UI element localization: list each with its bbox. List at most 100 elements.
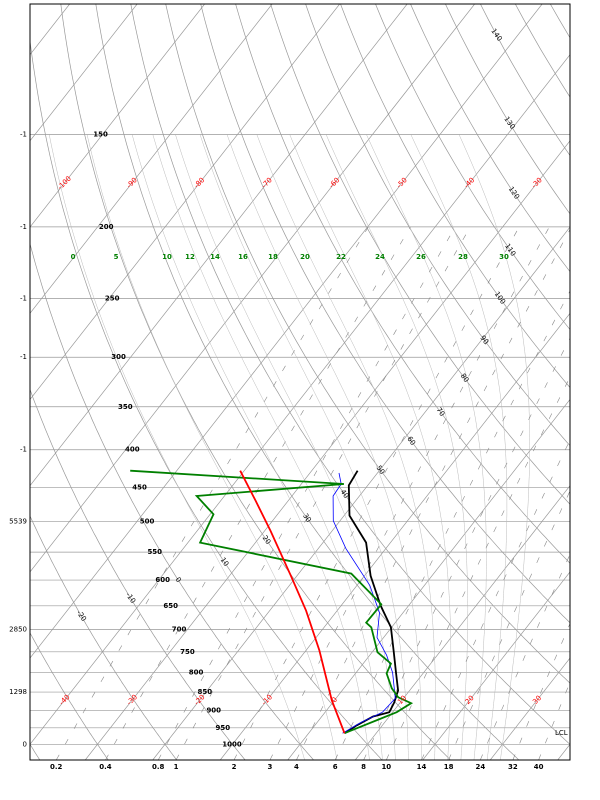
height-label: 5539	[9, 517, 27, 525]
pressure-label: 150	[93, 130, 108, 138]
height-label: 1298	[9, 688, 27, 696]
moist-adiabat	[86, 134, 338, 760]
height-label: -1	[20, 295, 27, 303]
isotherm	[30, 4, 408, 487]
dry-adiabat	[549, 4, 570, 39]
mixing-ratio-line	[386, 376, 570, 760]
mixing-ratio-line	[421, 439, 570, 760]
dry-adiabat	[60, 4, 451, 760]
dry-adiabat	[30, 388, 246, 760]
isotherm	[30, 4, 70, 56]
profile-line	[332, 472, 396, 734]
mixing-ratio-line	[157, 226, 456, 760]
mixing-ratio-line	[105, 226, 411, 760]
dry-adiabat-label: 10	[219, 556, 231, 568]
moist-adiabat-label: 14	[210, 253, 220, 261]
mixing-ratio-label: 0.4	[99, 763, 112, 771]
moist-adiabat-label: 5	[114, 253, 119, 261]
mixing-ratio-label: 0.2	[50, 763, 63, 771]
isotherm-label: 10	[396, 694, 408, 706]
moist-adiabat-label: 18	[268, 253, 278, 261]
pressure-label: 650	[163, 602, 178, 610]
mixing-ratio-line	[363, 337, 570, 760]
moist-adiabat-label: 10	[162, 253, 172, 261]
moist-adiabat-label: 24	[375, 253, 385, 261]
isotherm-label: -40	[58, 693, 72, 707]
isotherm	[354, 485, 570, 760]
mixing-ratio-label: 8	[361, 763, 366, 771]
moist-adiabat	[325, 134, 469, 760]
dry-adiabat-label: 0	[174, 576, 183, 584]
labels: 1502002503003504004505005506006507007508…	[9, 27, 568, 771]
pressure-label: 300	[111, 353, 126, 361]
pressure-label: 800	[189, 669, 204, 677]
isotherm	[557, 743, 570, 760]
pressure-label: 750	[180, 648, 195, 656]
isotherm	[30, 4, 543, 659]
dry-adiabat	[305, 4, 570, 447]
plot-frame	[29, 3, 571, 761]
dry-adiabat	[165, 4, 570, 684]
profile-line	[344, 470, 400, 734]
isotherm	[30, 4, 340, 401]
moist-adiabat-label: 20	[300, 253, 310, 261]
pressure-label: 600	[155, 576, 170, 584]
dry-adiabat	[200, 4, 570, 624]
pressure-label: 850	[198, 688, 213, 696]
isotherm-label: -60	[328, 176, 342, 190]
pressure-label: 350	[118, 403, 133, 411]
dry-adiabat-label: -20	[75, 609, 88, 623]
moist-adiabat	[366, 134, 487, 760]
isotherm	[0, 4, 2, 760]
moist-adiabat	[410, 134, 508, 760]
dry-adiabat-label: 30	[301, 512, 313, 524]
moist-adiabat-label: 30	[499, 253, 509, 261]
height-label: -1	[20, 353, 27, 361]
dry-adiabat	[130, 4, 570, 745]
dry-adiabat-label: 90	[478, 334, 490, 346]
mixing-ratio-line	[55, 226, 369, 760]
dry-adiabat-label: -10	[124, 591, 137, 605]
moist-adiabat	[226, 134, 422, 760]
mixing-ratio-line	[233, 226, 520, 760]
height-label: 2850	[9, 626, 27, 634]
mixing-ratio-label: 1	[174, 763, 179, 771]
mixing-ratio-label: 6	[333, 763, 338, 771]
dry-adiabat	[30, 242, 315, 760]
isotherm-label: -10	[260, 693, 274, 707]
mixing-ratio-line	[480, 553, 570, 760]
mixing-ratio-line	[538, 681, 570, 760]
height-label: -1	[20, 130, 27, 138]
dry-adiabat	[340, 4, 570, 389]
moist-adiabat	[458, 134, 530, 760]
mixing-ratio-label: 10	[381, 763, 391, 771]
isotherm	[30, 4, 138, 142]
mixing-ratio-label: 24	[475, 763, 485, 771]
isotherm-label: 30	[531, 694, 543, 706]
isotherm-label: 20	[464, 694, 476, 706]
isotherm	[30, 4, 475, 573]
mixing-ratio-label: 18	[444, 763, 454, 771]
dry-adiabat-label: 80	[459, 372, 471, 384]
isotherm-label: -80	[193, 176, 207, 190]
mixing-ratio-label: 14	[417, 763, 427, 771]
moist-adiabat	[48, 134, 305, 760]
dry-adiabat	[95, 4, 520, 760]
mixing-ratio-line	[512, 622, 570, 760]
moist-adiabat-label: 22	[336, 253, 346, 261]
moist-adiabat	[289, 134, 452, 760]
dry-adiabat	[576, 0, 600, 775]
dry-adiabat-label: 120	[507, 185, 521, 201]
moist-adiabat	[175, 134, 396, 760]
moist-adiabat	[199, 134, 409, 760]
isotherm-label: -40	[463, 176, 477, 190]
pressure-label: 1000	[222, 740, 242, 748]
isotherm	[287, 398, 570, 760]
isotherm-label: -30	[530, 176, 544, 190]
mixing-ratio-label: 3	[268, 763, 273, 771]
isotherm-label: -50	[395, 176, 409, 190]
pressure-label: 550	[147, 548, 162, 556]
moist-adiabat-label: 12	[185, 253, 195, 261]
mixing-ratio-label: 32	[508, 763, 518, 771]
